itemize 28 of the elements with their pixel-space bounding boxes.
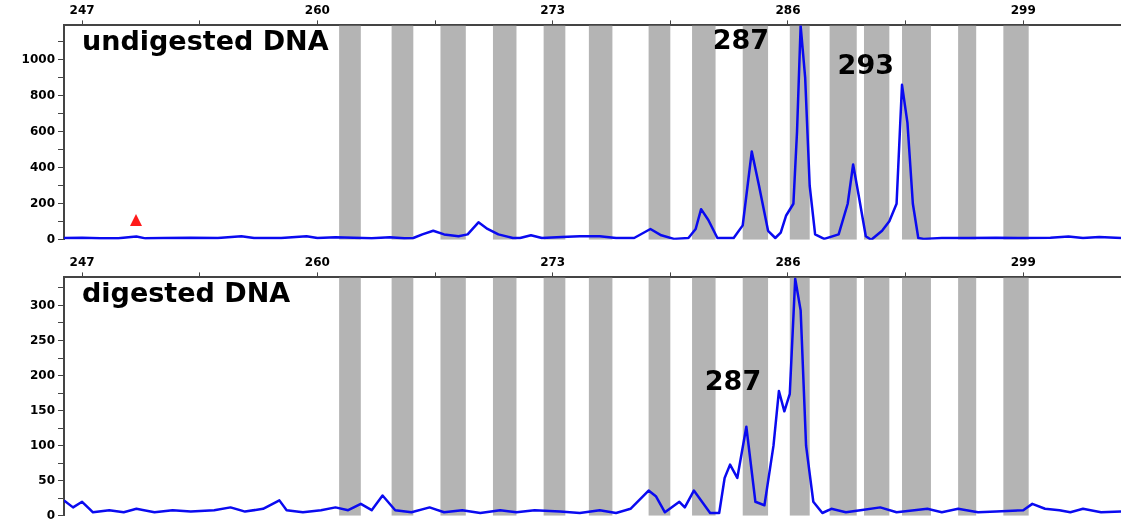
y-tick-label: 1000 <box>21 51 55 66</box>
y-tick-label: 600 <box>29 123 55 138</box>
chart-title: undigested DNA <box>82 25 329 57</box>
x-tick-label: 286 <box>775 255 801 270</box>
y-tick-label: 0 <box>46 507 55 522</box>
x-tick-label: 247 <box>69 3 95 18</box>
x-tick-label: 260 <box>304 3 330 18</box>
y-tick-label: 200 <box>29 367 55 382</box>
x-tick-label: 260 <box>304 255 330 270</box>
y-tick-label: 150 <box>29 402 55 417</box>
annotation: 287 <box>704 365 762 397</box>
annotation: 287 <box>712 24 770 56</box>
y-tick-label: 400 <box>29 159 55 174</box>
x-tick-label: 273 <box>540 255 566 270</box>
chart-title: digested DNA <box>82 277 291 309</box>
y-tick-label: 100 <box>29 437 55 452</box>
y-tick-label: 300 <box>29 297 55 312</box>
y-tick-label: 0 <box>46 231 55 246</box>
x-tick-label: 286 <box>775 3 801 18</box>
x-tick-label: 273 <box>540 3 566 18</box>
x-tick-label: 247 <box>69 255 95 270</box>
x-tick-label: 299 <box>1010 3 1036 18</box>
y-tick-label: 200 <box>29 195 55 210</box>
y-tick-label: 250 <box>29 332 55 347</box>
y-tick-label: 800 <box>29 87 55 102</box>
x-tick-label: 299 <box>1010 255 1036 270</box>
annotation: 293 <box>837 49 894 81</box>
y-tick-label: 50 <box>38 472 55 487</box>
